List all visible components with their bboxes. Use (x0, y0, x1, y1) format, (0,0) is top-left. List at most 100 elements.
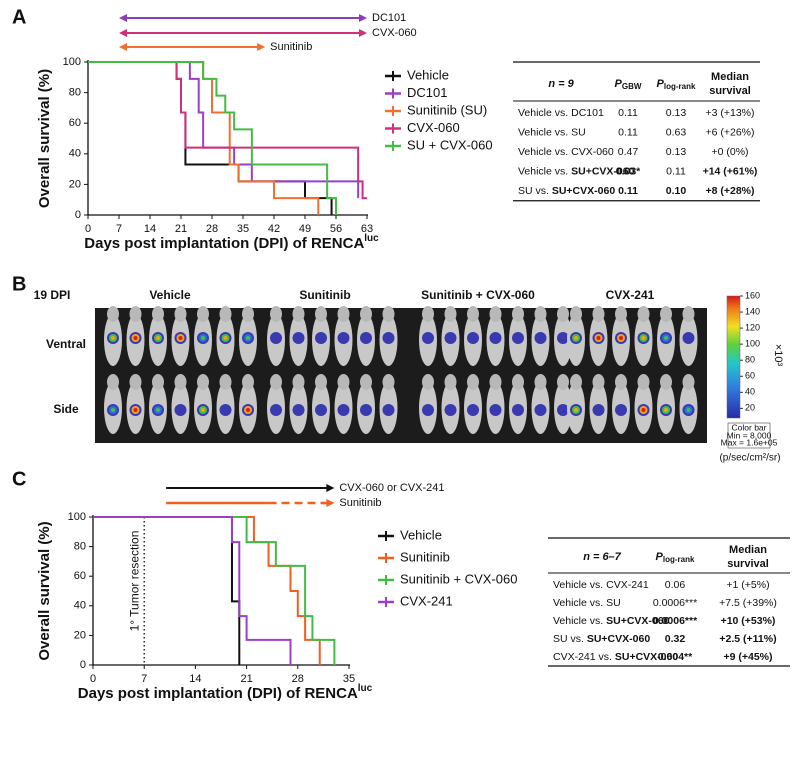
table-row-label-right: SU+CVX-060 (615, 651, 678, 663)
color-bar-tick-label: 120 (745, 322, 760, 332)
mouse-head (337, 306, 350, 322)
signal (294, 406, 303, 414)
x-tick-label: 42 (268, 223, 280, 235)
table-row-label-left: Vehicle vs. (553, 615, 606, 627)
mouse-head (292, 374, 305, 390)
signal (111, 408, 115, 412)
x-axis-title: Days post implantation (DPI) of RENCAluc (84, 233, 379, 252)
mouse-head (557, 306, 569, 322)
mouse-head (534, 374, 547, 390)
table-header: n = 6–7 (583, 551, 621, 563)
color-bar-tick-label: 160 (745, 290, 760, 300)
legend-label: CVX-060 (407, 120, 460, 135)
color-bar (726, 295, 741, 419)
y-tick-label: 80 (74, 541, 86, 553)
signal (514, 334, 522, 342)
mouse-head (107, 374, 119, 390)
y-axis-title: Overall survival (%) (36, 69, 53, 208)
arrow-label: CVX-060 (372, 27, 417, 39)
x-tick-label: 49 (299, 223, 311, 235)
table-row-label-right: CVX-241 (606, 579, 649, 591)
table-row-label: Vehicle vs. SU (553, 597, 621, 609)
y-tick-label: 60 (74, 570, 86, 582)
color-bar-note: Max = 1.6e+05 (721, 437, 778, 447)
mouse-head (242, 374, 254, 390)
mouse-head (219, 374, 232, 390)
y-tick-label: 40 (74, 600, 86, 612)
table-row-label: Vehicle vs. CVX-060 (518, 146, 614, 158)
color-bar-tick-label: 140 (745, 306, 760, 316)
table-header-main: P (657, 78, 665, 90)
arrow-head (326, 484, 335, 492)
table-header: survival (709, 85, 751, 97)
group-label: Vehicle (149, 288, 191, 302)
survival-curve (93, 516, 241, 665)
mouse-head (422, 374, 434, 390)
legend-label: SU + CVX-060 (407, 137, 493, 152)
table-cell: 0.32 (665, 633, 686, 645)
arrow-head (119, 29, 127, 37)
table-cell: 0.004** (658, 651, 693, 663)
table-header: Median (729, 544, 767, 556)
signal (246, 408, 250, 412)
table-cell: +7.5 (+39%) (719, 597, 777, 609)
signal (133, 408, 138, 412)
mouse-head (382, 374, 395, 390)
color-bar-note: Color bar (732, 422, 767, 432)
mouse-head (270, 374, 282, 390)
mouse-head (360, 374, 372, 390)
table-cell: 0.11 (618, 126, 638, 138)
mouse-head (444, 374, 457, 390)
table-cell: 0.63 (666, 126, 687, 138)
table-header-sub: log-rank (663, 555, 695, 564)
signal (617, 406, 625, 414)
survival-curve (93, 516, 292, 665)
arrow-head (119, 14, 127, 22)
legend-label: Sunitinib (SU) (407, 102, 487, 117)
arrow-head (257, 43, 266, 51)
signal (178, 336, 183, 340)
table-row-label: Vehicle vs. SU+CVX-060 (518, 165, 635, 177)
x-axis-title-main: Days post implantation (DPI) of RENCA (84, 235, 364, 252)
resection-label: 1° Tumor resection (127, 531, 141, 632)
table-row-label-right: SU (571, 126, 586, 138)
table-header-main: P (656, 551, 664, 563)
group-label: Sunitinib (299, 288, 350, 302)
x-axis-title-main: Days post implantation (DPI) of RENCA (78, 685, 358, 702)
signal (514, 406, 522, 414)
legend-label: Vehicle (400, 527, 442, 542)
mouse-head (512, 306, 524, 322)
signal (176, 406, 185, 414)
table-cell: +3 (+13%) (705, 107, 754, 119)
signal (469, 406, 477, 414)
x-tick-label: 0 (90, 673, 96, 685)
table-row-label-right: CVX-060 (571, 146, 614, 158)
x-axis-title: Days post implantation (DPI) of RENCAluc (78, 683, 373, 702)
table-row-label-left: Vehicle vs. (518, 107, 571, 119)
table-row-label-right: SU+CVX-060 (552, 185, 615, 197)
table-cell: +8 (+28%) (705, 185, 754, 197)
arrow-head (326, 499, 335, 507)
table-cell: +9 (+45%) (723, 651, 772, 663)
x-axis-title-sup: luc (364, 233, 379, 244)
y-axis-title: Overall survival (%) (36, 521, 53, 660)
mouse-head (129, 374, 142, 390)
mouse-head (337, 374, 350, 390)
mouse-head (315, 306, 327, 322)
mouse-head (174, 306, 187, 322)
mouse-head (660, 374, 672, 390)
y-tick-label: 100 (68, 511, 86, 523)
mouse-head (292, 306, 305, 322)
table-row-label-left: CVX-241 vs. (553, 651, 615, 663)
signal (574, 408, 578, 412)
arrow-label: DC101 (372, 12, 406, 24)
table-row-label-left: Vehicle vs. (518, 146, 571, 158)
table-cell: 0.0006*** (653, 615, 698, 627)
x-tick-label: 28 (206, 223, 218, 235)
mouse-head (129, 306, 142, 322)
table-row-label: CVX-241 vs. SU+CVX-060 (553, 651, 678, 663)
survival-curve (88, 61, 333, 215)
signal (559, 334, 567, 342)
arrow-label: Sunitinib (339, 497, 381, 509)
table-row-label: Vehicle vs. DC101 (518, 107, 604, 119)
